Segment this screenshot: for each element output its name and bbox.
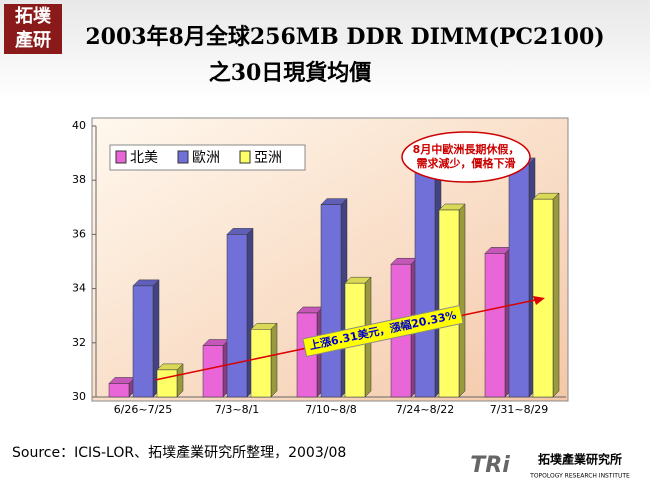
bar — [250, 329, 272, 398]
logo-text: 產研 — [15, 29, 51, 51]
source: Source：ICIS-LOR、拓墣產業研究所整理，2003/08 — [12, 444, 346, 461]
chart-title: 2003年8月全球256MB DDR DIMM(PC2100) — [85, 24, 604, 50]
logo-text: 拓墣 — [15, 5, 51, 27]
bar-side — [270, 322, 278, 398]
x-tick-label: 7/24~8/22 — [396, 403, 455, 416]
header-bg — [0, 0, 650, 100]
x-tick-label: 7/10~8/8 — [305, 403, 357, 416]
bar — [108, 383, 130, 398]
y-tick-label: 30 — [72, 390, 86, 403]
bar — [414, 152, 436, 398]
bar — [438, 209, 460, 398]
legend-label: 亞洲 — [254, 150, 282, 166]
y-tick-label: 32 — [72, 336, 86, 349]
bar-side — [458, 203, 466, 398]
legend-swatch — [177, 150, 189, 164]
bar — [226, 234, 248, 398]
legend-swatch — [115, 150, 127, 164]
arrow-label-bg — [302, 304, 464, 358]
bar — [132, 285, 154, 398]
legend-swatch — [239, 150, 251, 164]
legend-label: 北美 — [130, 150, 158, 166]
legend-label: 歐洲 — [192, 150, 220, 166]
brand-name: 拓墣產業研究所 — [538, 452, 622, 467]
bar — [484, 253, 506, 398]
bar-side — [552, 192, 560, 398]
callout — [401, 131, 531, 183]
bar — [202, 345, 224, 398]
y-tick-label: 38 — [72, 173, 86, 186]
brand: TRi — [470, 453, 510, 478]
y-tick-label: 36 — [72, 227, 86, 240]
legend — [109, 144, 306, 171]
bar — [320, 204, 342, 398]
y-tick-label: 34 — [72, 282, 86, 295]
x-tick-label: 6/26~7/25 — [114, 403, 173, 416]
x-tick-label: 7/3~8/1 — [215, 403, 260, 416]
callout-text: 8月中歐洲長期休假，需求減少，價格下滑 — [413, 142, 520, 170]
bar — [156, 369, 178, 398]
logo-box — [4, 4, 62, 54]
x-tick-label: 7/31~8/29 — [490, 403, 549, 416]
arrow-head — [533, 296, 545, 305]
chart-subtitle: 之30日現貨均價 — [209, 60, 373, 86]
bar — [508, 163, 530, 398]
y-tick-label: 40 — [72, 119, 86, 132]
brand-en: TOPOLOGY RESEARCH INSTITUTE — [529, 473, 630, 480]
